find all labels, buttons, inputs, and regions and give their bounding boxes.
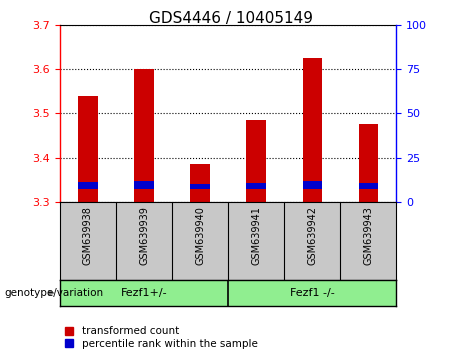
Bar (247, 120, 266, 202)
Bar (302, 181, 322, 188)
Text: Fezf1+/-: Fezf1+/- (121, 288, 167, 298)
Text: GSM639943: GSM639943 (363, 206, 373, 264)
Text: GSM639938: GSM639938 (83, 206, 93, 264)
Bar (247, 183, 266, 188)
Text: Fezf1 -/-: Fezf1 -/- (290, 288, 335, 298)
Text: GDS4446 / 10405149: GDS4446 / 10405149 (148, 11, 313, 25)
Text: GSM639940: GSM639940 (195, 206, 205, 264)
Bar (190, 184, 210, 188)
Bar (78, 182, 98, 188)
Bar (302, 58, 322, 202)
Legend: transformed count, percentile rank within the sample: transformed count, percentile rank withi… (65, 326, 258, 349)
Bar (134, 69, 154, 202)
Bar (190, 164, 210, 202)
Bar (78, 96, 98, 202)
Bar (134, 181, 154, 188)
Bar (359, 183, 378, 188)
Text: GSM639941: GSM639941 (251, 206, 261, 264)
Text: GSM639939: GSM639939 (139, 206, 149, 264)
Text: genotype/variation: genotype/variation (5, 288, 104, 298)
Bar (359, 124, 378, 202)
Text: GSM639942: GSM639942 (307, 206, 317, 265)
